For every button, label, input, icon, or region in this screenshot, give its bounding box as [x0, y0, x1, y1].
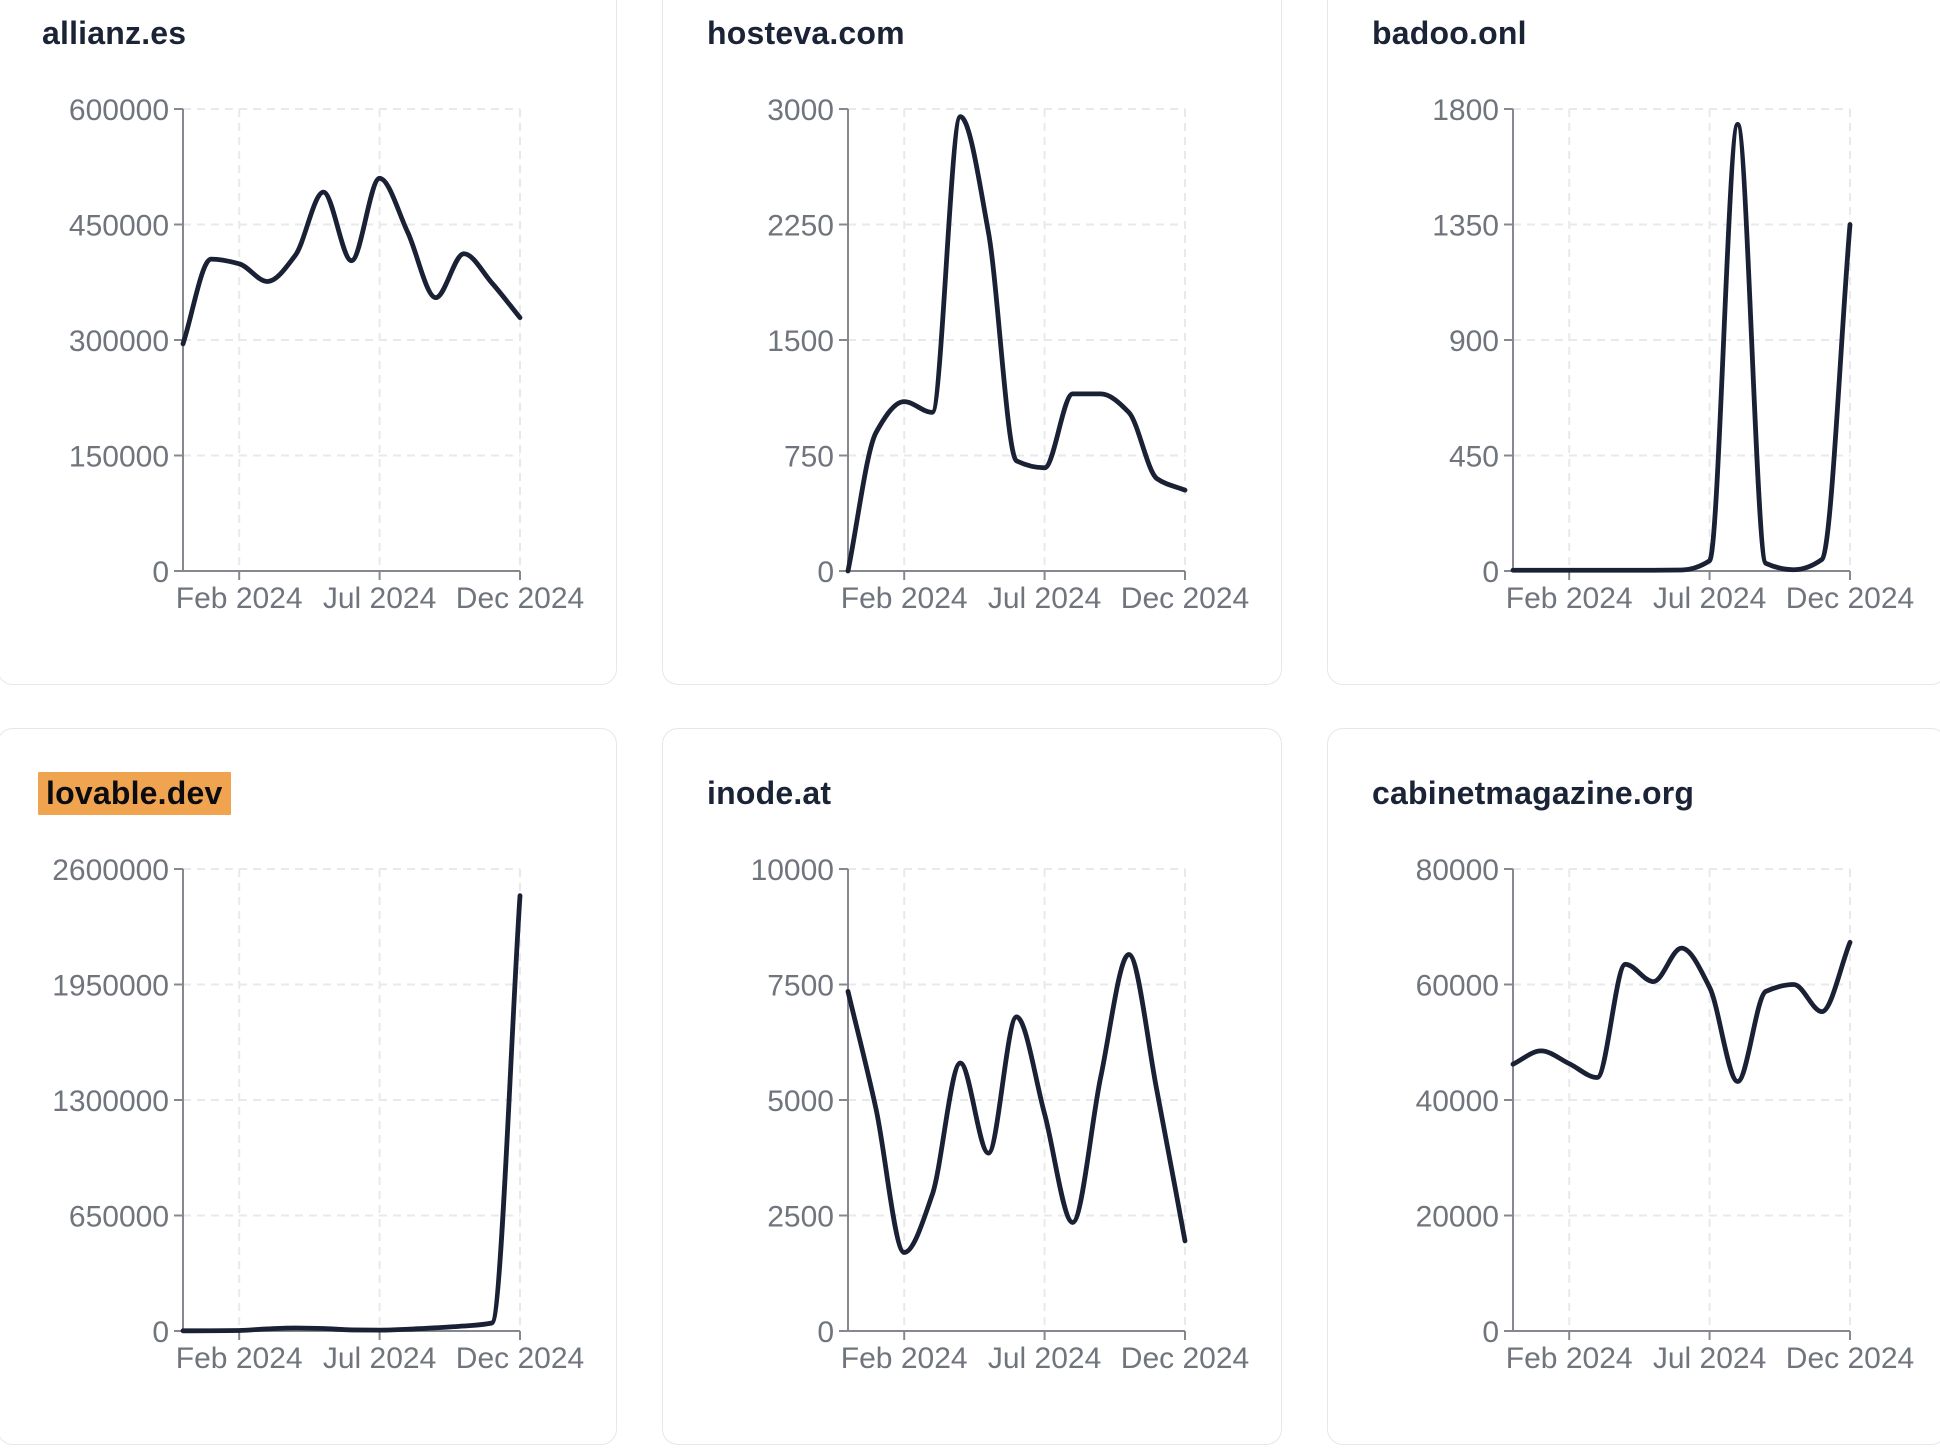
y-tick-label: 150000	[69, 441, 169, 474]
gridlines	[183, 868, 521, 1331]
chart-title-inode-at: inode.at	[707, 775, 832, 811]
chart-plot-inode-at[interactable]: 0 2500 5000 7500 10000 Feb 2024 Jul 2024 Dec 20…	[663, 729, 1283, 1446]
chart-plot-badoo-onl[interactable]: 0 450 900 1350 1800 Feb 2024 Jul 2024 Dec 2024	[1328, 0, 1940, 686]
chart-plot-lovable-dev[interactable]: 0 650000 1300000 1950000 2600000 Feb 2024 Jul …	[0, 729, 618, 1446]
chart-card-lovable-dev: lovable.dev 0 650000 1300000 1950000 2600000 F…	[0, 728, 617, 1445]
tick-labels: 0 450 900 1350 1800 Feb 2024 Jul 2024 Dec 2024	[1432, 94, 1914, 615]
y-tick-label: 3000	[767, 94, 834, 127]
chart-plot-hosteva-com[interactable]: 0 750 1500 2250 3000 Feb 2024 Jul 2024 Dec 2024	[663, 0, 1283, 686]
y-tick-label: 0	[817, 556, 834, 589]
x-tick-label: Jul 2024	[323, 582, 436, 615]
y-tick-label: 2250	[767, 210, 834, 243]
chart-card-allianz-es: allianz.es 0 150000 300000 450000 600000 Feb 2…	[0, 0, 617, 685]
y-tick-label: 20000	[1416, 1201, 1499, 1234]
series-line-allianz-es	[180, 175, 523, 347]
x-tick-label: Feb 2024	[841, 1342, 968, 1375]
gridlines	[1513, 108, 1851, 571]
axes	[174, 108, 521, 580]
y-tick-label: 2600000	[52, 854, 169, 887]
x-tick-label: Jul 2024	[988, 582, 1101, 615]
series-line-lovable-dev	[180, 893, 523, 1334]
chart-title-hosteva-com: hosteva.com	[707, 15, 905, 51]
y-tick-label: 1800	[1432, 94, 1499, 127]
y-tick-label: 750	[784, 441, 834, 474]
y-tick-label: 450	[1449, 441, 1499, 474]
y-tick-label: 10000	[751, 854, 834, 887]
axes	[1504, 868, 1851, 1340]
gridlines	[848, 108, 1186, 571]
gridlines	[183, 108, 521, 571]
x-tick-label: Feb 2024	[176, 582, 303, 615]
y-tick-label: 0	[152, 1316, 169, 1349]
chart-title-badoo-onl: badoo.onl	[1372, 15, 1527, 51]
y-tick-label: 1500	[767, 325, 834, 358]
gridlines	[1513, 868, 1851, 1331]
x-tick-label: Feb 2024	[1506, 1342, 1633, 1375]
x-tick-label: Dec 2024	[456, 1342, 584, 1375]
x-tick-label: Feb 2024	[176, 1342, 303, 1375]
y-tick-label: 40000	[1416, 1085, 1499, 1118]
tick-labels: 0 750 1500 2250 3000 Feb 2024 Jul 2024 Dec 2024	[767, 94, 1249, 615]
x-tick-label: Dec 2024	[1121, 1342, 1249, 1375]
y-tick-label: 900	[1449, 325, 1499, 358]
y-tick-label: 0	[1482, 1316, 1499, 1349]
chart-card-cabinetmagazine-org: cabinetmagazine.org 0 20000 40000 60000 80000…	[1327, 728, 1940, 1445]
x-tick-label: Feb 2024	[1506, 582, 1633, 615]
series-line-hosteva-com	[845, 114, 1188, 574]
chart-card-inode-at: inode.at 0 2500 5000 7500 10000 Feb 2024 Jul 20…	[662, 728, 1282, 1445]
x-tick-label: Jul 2024	[1653, 1342, 1766, 1375]
series-line-badoo-onl	[1510, 122, 1853, 573]
axes	[174, 868, 521, 1340]
series-line-inode-at	[845, 952, 1188, 1255]
chart-title-allianz-es: allianz.es	[42, 15, 187, 51]
chart-card-hosteva-com: hosteva.com 0 750 1500 2250 3000 Feb 2024 Jul 2…	[662, 0, 1282, 685]
x-tick-label: Feb 2024	[841, 582, 968, 615]
y-tick-label: 60000	[1416, 970, 1499, 1003]
tick-labels: 0 150000 300000 450000 600000 Feb 2024 Jul 202…	[69, 94, 584, 615]
x-tick-label: Dec 2024	[1786, 582, 1914, 615]
chart-plot-cabinetmagazine-org[interactable]: 0 20000 40000 60000 80000 Feb 2024 Jul 2024 Dec…	[1328, 729, 1940, 1446]
axes	[839, 868, 1186, 1340]
y-tick-label: 80000	[1416, 854, 1499, 887]
chart-card-badoo-onl: badoo.onl 0 450 900 1350 1800 Feb 2024 Jul 2024…	[1327, 0, 1940, 685]
chart-plot-allianz-es[interactable]: 0 150000 300000 450000 600000 Feb 2024 Jul 202…	[0, 0, 618, 686]
x-tick-label: Jul 2024	[1653, 582, 1766, 615]
x-tick-label: Dec 2024	[456, 582, 584, 615]
tick-labels: 0 2500 5000 7500 10000 Feb 2024 Jul 2024 Dec 20…	[751, 854, 1250, 1375]
tick-labels: 0 650000 1300000 1950000 2600000 Feb 2024 Jul …	[52, 854, 584, 1375]
y-tick-label: 300000	[69, 325, 169, 358]
x-tick-label: Jul 2024	[988, 1342, 1101, 1375]
axes	[1504, 108, 1851, 580]
x-tick-label: Jul 2024	[323, 1342, 436, 1375]
y-tick-label: 7500	[767, 970, 834, 1003]
chart-title-cabinetmagazine-org: cabinetmagazine.org	[1372, 775, 1695, 811]
y-tick-label: 0	[152, 556, 169, 589]
gridlines	[848, 868, 1186, 1331]
y-tick-label: 0	[817, 1316, 834, 1349]
y-tick-label: 650000	[69, 1201, 169, 1234]
y-tick-label: 1350	[1432, 210, 1499, 243]
x-tick-label: Dec 2024	[1786, 1342, 1914, 1375]
y-tick-label: 0	[1482, 556, 1499, 589]
y-tick-label: 2500	[767, 1201, 834, 1234]
y-tick-label: 450000	[69, 210, 169, 243]
y-tick-label: 5000	[767, 1085, 834, 1118]
tick-labels: 0 20000 40000 60000 80000 Feb 2024 Jul 2024 Dec…	[1416, 854, 1915, 1375]
chart-title-lovable-dev: lovable.dev	[38, 772, 231, 815]
y-tick-label: 1300000	[52, 1085, 169, 1118]
y-tick-label: 600000	[69, 94, 169, 127]
series-line-cabinetmagazine-org	[1510, 939, 1853, 1084]
y-tick-label: 1950000	[52, 970, 169, 1003]
axes	[839, 108, 1186, 580]
x-tick-label: Dec 2024	[1121, 582, 1249, 615]
